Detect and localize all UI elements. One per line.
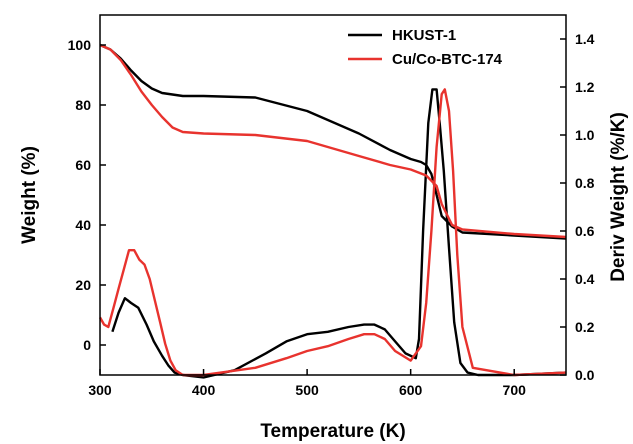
legend-label-cu-co-btc-174: Cu/Co-BTC-174	[392, 51, 503, 68]
y-right-tick-label: 1.4	[575, 31, 595, 47]
y-right-tick-label: 0.4	[575, 271, 595, 287]
y-axis-left: 0 20 40 60 80 100	[68, 37, 106, 353]
y-right-tick-label: 0.8	[575, 175, 595, 191]
x-tick-label: 600	[399, 382, 423, 398]
y-left-tick-label: 40	[75, 217, 91, 233]
y-left-tick-label: 100	[68, 37, 92, 53]
weight-line-cu-co-btc-174	[99, 43, 567, 239]
x-tick-label: 400	[192, 382, 216, 398]
y-right-tick-label: 0.0	[575, 367, 595, 383]
x-tick-label: 500	[295, 382, 319, 398]
y-left-tick-label: 0	[83, 337, 91, 353]
weight-line-hkust-1	[99, 43, 567, 240]
deriv-line-cu-co-btc-174	[98, 88, 567, 377]
y-right-tick-label: 0.2	[575, 319, 595, 335]
deriv-line-hkust-1	[111, 88, 567, 379]
y-axis-left-title: Weight (%)	[19, 146, 40, 244]
y-right-tick-label: 1.0	[575, 127, 595, 143]
y-right-tick-label: 0.6	[575, 223, 595, 239]
legend-label-hkust-1: HKUST-1	[392, 27, 456, 44]
plot-frame	[99, 14, 567, 376]
y-axis-right: 0.0 0.2 0.4 0.6 0.8 1.0 1.2 1.4	[560, 31, 595, 383]
y-right-tick-label: 1.2	[575, 79, 595, 95]
y-left-tick-label: 20	[75, 277, 91, 293]
y-axis-right-title: Deriv Weight (%/K)	[608, 112, 629, 282]
y-left-tick-label: 80	[75, 97, 91, 113]
y-left-tick-label: 60	[75, 157, 91, 173]
x-tick-label: 300	[88, 382, 112, 398]
x-axis-title: Temperature (K)	[260, 421, 405, 442]
x-axis: 300 400 500 600 700	[88, 369, 526, 398]
x-tick-label: 700	[503, 382, 527, 398]
series-layer	[98, 43, 567, 379]
legend: HKUST-1 Cu/Co-BTC-174	[348, 27, 503, 68]
